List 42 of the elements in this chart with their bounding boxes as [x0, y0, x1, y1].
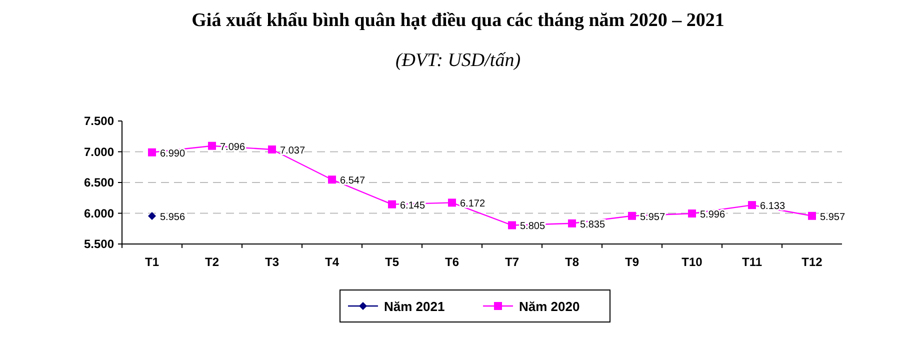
x-tick-label: T3: [264, 255, 280, 269]
point: [148, 212, 156, 220]
x-tick-label: T1: [144, 255, 160, 269]
chart-title: Giá xuất khẩu bình quân hạt điều qua các tháng năm 2020 – 2021: [192, 10, 724, 31]
x-tick-label: T5: [384, 255, 400, 269]
point: [448, 198, 456, 207]
y-tick-label: 6.000: [84, 206, 114, 220]
point: [748, 201, 756, 210]
x-tick-label: T8: [564, 255, 580, 269]
point: [148, 148, 156, 156]
point: [568, 219, 576, 228]
data-label: 5.956: [160, 212, 186, 223]
data-label: 6.990: [160, 148, 186, 160]
y-tick-label: 7.000: [84, 144, 114, 159]
point: [328, 176, 336, 184]
data-label: 6.172: [460, 198, 486, 210]
y-tick-label: 6.500: [84, 176, 114, 190]
data-label: 5.996: [700, 209, 726, 220]
x-tick-label: T7: [504, 255, 520, 269]
x-tick-label: T6: [444, 255, 460, 269]
data-label: 5.957: [820, 212, 846, 223]
point: [628, 212, 636, 220]
y-tick-label: 5.500: [84, 237, 114, 251]
point: [268, 145, 276, 154]
x-tick-label: T12: [802, 255, 823, 269]
point: [388, 200, 396, 208]
point: [688, 209, 696, 218]
data-label: 5.835: [580, 219, 606, 230]
legend-label: Năm 2020: [519, 299, 580, 314]
point: [208, 142, 216, 150]
legend-label: Năm 2021: [384, 299, 445, 314]
x-tick-label: T2: [204, 255, 220, 269]
chart-subtitle: (ĐVT: USD/tấn): [395, 50, 521, 71]
x-tick-label: T11: [742, 255, 762, 269]
x-tick-label: T10: [682, 255, 703, 269]
data-label: 6.547: [340, 176, 366, 187]
x-tick-label: T4: [324, 255, 340, 269]
point: [508, 221, 516, 230]
point: [808, 212, 816, 220]
data-label: 7.037: [280, 145, 306, 156]
x-tick-label: T9: [624, 255, 640, 269]
y-tick-label: 7.500: [84, 114, 114, 128]
